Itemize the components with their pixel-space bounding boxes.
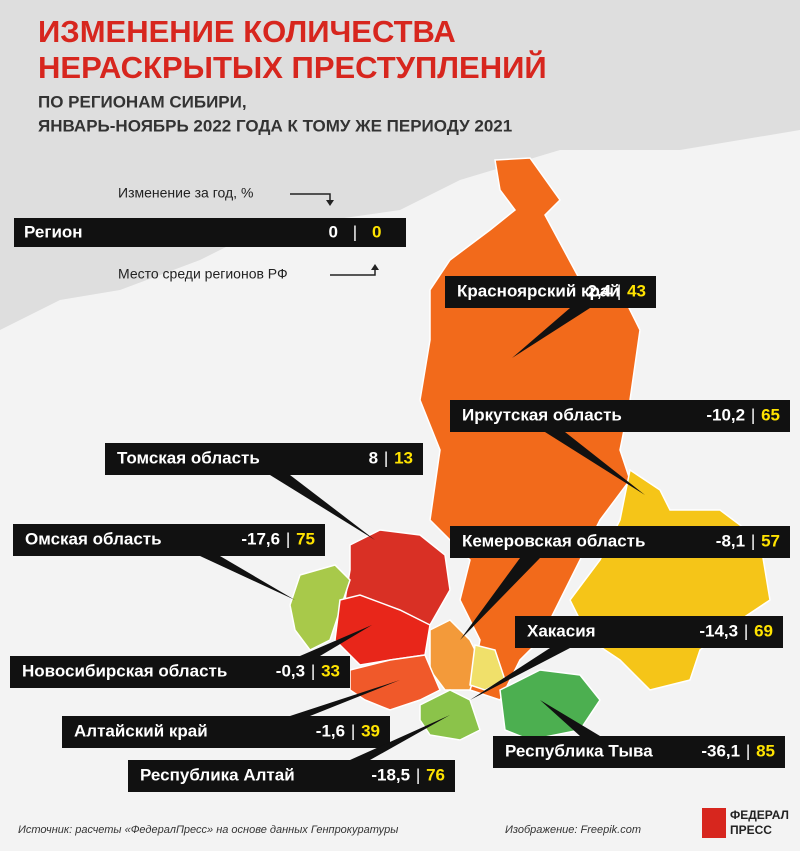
region-name: Республика Тыва (505, 741, 653, 760)
title: НЕРАСКРЫТЫХ ПРЕСТУПЛЕНИЙ (38, 49, 547, 85)
pointer (512, 308, 590, 358)
separator: | (416, 765, 420, 784)
label-box (450, 526, 790, 558)
region-name: Красноярский край (457, 281, 620, 300)
pointer (545, 432, 645, 495)
separator: | (286, 529, 290, 548)
legend-arrow (330, 268, 376, 276)
pointer (290, 680, 400, 716)
region-name: Новосибирская область (22, 661, 227, 680)
region-change: -10,2 (706, 405, 745, 424)
region-change: 8 (369, 448, 378, 467)
region-name: Республика Алтай (140, 765, 295, 784)
legend-separator: | (353, 222, 357, 241)
region-rank: 85 (756, 741, 775, 760)
label-box (128, 760, 455, 792)
logo: ФЕДЕРАЛ (730, 808, 789, 822)
legend-caption: Место среди регионов РФ (118, 266, 288, 282)
region-change: -8,1 (716, 531, 745, 550)
legend-rank: 0 (372, 222, 381, 241)
legend-arrow (290, 193, 331, 202)
region-change: -1,6 (316, 721, 345, 740)
separator: | (746, 741, 750, 760)
separator: | (351, 721, 355, 740)
label-box (450, 400, 790, 432)
separator: | (384, 448, 388, 467)
label-box (10, 656, 350, 688)
region-rank: 76 (426, 765, 445, 784)
legend-arrow-head (326, 200, 334, 206)
label-box (493, 736, 785, 768)
separator: | (751, 531, 755, 550)
separator: | (311, 661, 315, 680)
source: Источник: расчеты «ФедералПресс» на осно… (18, 824, 398, 836)
separator: | (744, 621, 748, 640)
pointer (200, 556, 295, 600)
subtitle: ЯНВАРЬ-НОЯБРЬ 2022 ГОДА К ТОМУ ЖЕ ПЕРИОД… (38, 116, 512, 135)
label-box (105, 443, 423, 475)
legend-arrow-head (371, 264, 379, 270)
label-box (13, 524, 325, 556)
label-box (515, 616, 783, 648)
label-box (62, 716, 390, 748)
region-name: Хакасия (527, 621, 596, 640)
region-change: -2,4 (582, 281, 612, 300)
pointer (270, 475, 375, 540)
region-rank: 33 (321, 661, 340, 680)
separator: | (751, 405, 755, 424)
legend-caption: Изменение за год, % (118, 185, 253, 201)
region-change: -18,5 (371, 765, 410, 784)
legend-change: 0 (329, 222, 338, 241)
region-rank: 75 (296, 529, 315, 548)
region-rank: 57 (761, 531, 780, 550)
title: ИЗМЕНЕНИЕ КОЛИЧЕСТВА (38, 14, 456, 49)
label-box (445, 276, 656, 308)
pointer (350, 715, 450, 760)
region-rank: 69 (754, 621, 773, 640)
region-name: Алтайский край (74, 721, 208, 740)
region-rank: 13 (394, 448, 413, 467)
region-name: Иркутская область (462, 405, 622, 424)
pointer (470, 648, 570, 700)
separator: | (617, 281, 621, 300)
logo-mark (702, 808, 726, 838)
region-rank: 65 (761, 405, 780, 424)
region-name: Томская область (117, 448, 260, 467)
logo: ПРЕСС (730, 823, 772, 837)
region-change: -0,3 (276, 661, 305, 680)
image-credit: Изображение: Freepik.com (505, 824, 641, 836)
region-labels: Красноярский край 43 | -2,4 Иркутская област… (10, 276, 790, 792)
region-change: -14,3 (699, 621, 738, 640)
pointer (300, 625, 372, 656)
subtitle: ПО РЕГИОНАМ СИБИРИ, (38, 92, 247, 111)
region-name: Кемеровская область (462, 531, 645, 550)
pointer (460, 558, 540, 640)
altai-krai (349, 654, 441, 711)
legend-box (14, 218, 406, 247)
region-change: -17,6 (241, 529, 280, 548)
region-rank: 43 (627, 281, 646, 300)
pointer (540, 700, 600, 736)
legend-region: Регион (24, 222, 83, 241)
region-rank: 39 (361, 721, 380, 740)
region-name: Омская область (25, 529, 162, 548)
region-change: -36,1 (701, 741, 740, 760)
